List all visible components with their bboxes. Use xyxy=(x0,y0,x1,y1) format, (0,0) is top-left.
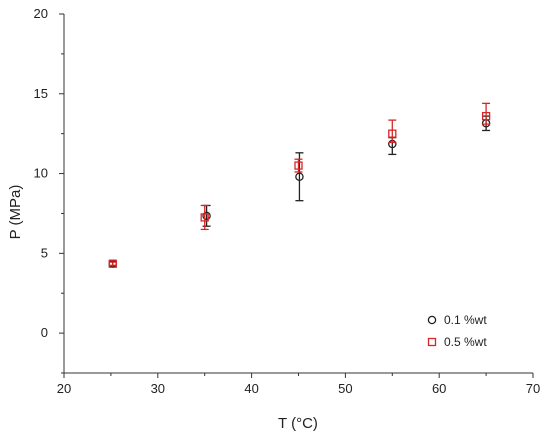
y-tick-label: 5 xyxy=(41,245,48,260)
y-axis-title: P (MPa) xyxy=(7,185,24,240)
legend-label: 0.1 %wt xyxy=(444,313,487,327)
data-point-square xyxy=(200,213,209,222)
series-1 xyxy=(108,115,491,268)
y-tick-label: 15 xyxy=(34,86,48,101)
x-axis-ticks: 20 30 40 50 60 70 xyxy=(57,373,540,396)
x-tick-label: 50 xyxy=(338,381,352,396)
x-tick-label: 40 xyxy=(244,381,258,396)
data-point-square xyxy=(294,161,303,170)
data-point-circle xyxy=(295,172,304,181)
y-tick-label: 0 xyxy=(41,325,48,340)
series-layer xyxy=(108,102,491,268)
y-axis-ticks: 0 5 10 15 20 xyxy=(34,6,64,374)
data-point-square xyxy=(388,129,397,138)
data-point-circle xyxy=(202,211,211,221)
data-point-square xyxy=(108,259,117,268)
legend: 0.1 %wt 0.5 %wt xyxy=(427,313,487,349)
series-2 xyxy=(108,102,491,268)
legend-label: 0.5 %wt xyxy=(444,335,487,349)
legend-marker-circle xyxy=(427,315,437,325)
y-tick-label: 10 xyxy=(34,166,48,181)
x-axis-title: T (°C) xyxy=(278,415,318,432)
x-tick-label: 20 xyxy=(57,381,71,396)
x-tick-label: 70 xyxy=(526,381,540,396)
legend-marker-square xyxy=(427,337,437,347)
y-tick-label: 20 xyxy=(34,6,48,21)
data-point-square xyxy=(481,111,491,121)
x-tick-label: 30 xyxy=(151,381,165,396)
x-tick-label: 60 xyxy=(432,381,446,396)
